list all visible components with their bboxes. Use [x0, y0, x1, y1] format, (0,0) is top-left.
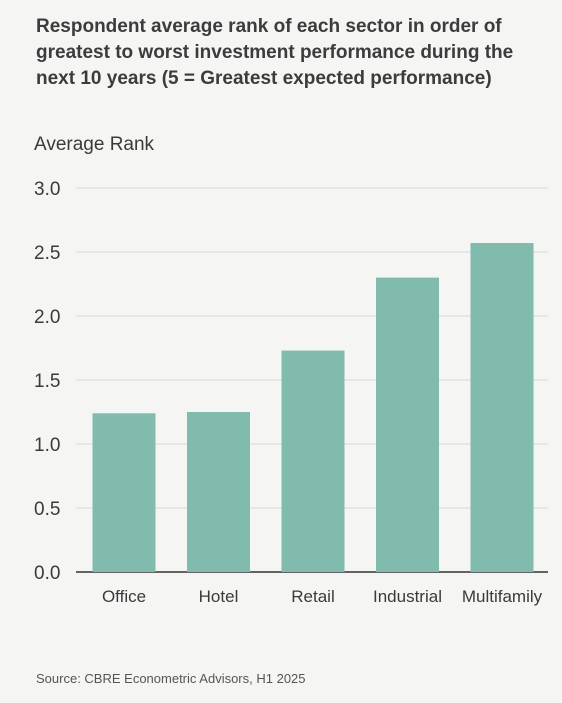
bar-retail — [281, 350, 345, 572]
y-tick-label: 1.0 — [34, 435, 60, 456]
chart-title: Respondent average rank of each sector i… — [36, 16, 514, 89]
bars — [92, 243, 534, 572]
x-tick-label: Hotel — [199, 587, 239, 606]
bar-industrial — [376, 277, 439, 572]
x-tick-label: Multifamily — [462, 587, 543, 606]
y-axis-ticks: 0.0 0.5 1.0 1.5 2.0 2.5 3.0 — [34, 179, 60, 584]
y-tick-label: 2.0 — [34, 307, 60, 328]
x-tick-label: Industrial — [373, 587, 442, 606]
x-tick-label: Retail — [291, 587, 334, 606]
y-tick-label: 0.0 — [34, 563, 60, 584]
bar-multifamily — [470, 243, 534, 572]
y-tick-label: 3.0 — [34, 179, 60, 200]
y-axis-label: Average Rank — [34, 134, 155, 155]
chart-area: Average Rank 0.0 0.5 1.0 1.5 2.0 2.5 3.0 Offic… — [0, 125, 562, 615]
y-tick-label: 0.5 — [34, 499, 60, 520]
bar-chart: Average Rank 0.0 0.5 1.0 1.5 2.0 2.5 3.0 Offic… — [34, 134, 548, 606]
bar-hotel — [187, 412, 250, 572]
y-tick-label: 2.5 — [34, 243, 60, 264]
y-tick-label: 1.5 — [34, 371, 60, 392]
x-axis-ticks: Office Hotel Retail Industrial Multifamily — [102, 587, 543, 606]
bar-office — [92, 413, 156, 572]
x-tick-label: Office — [102, 587, 146, 606]
source-note: Source: CBRE Econometric Advisors, H1 20… — [36, 671, 306, 686]
